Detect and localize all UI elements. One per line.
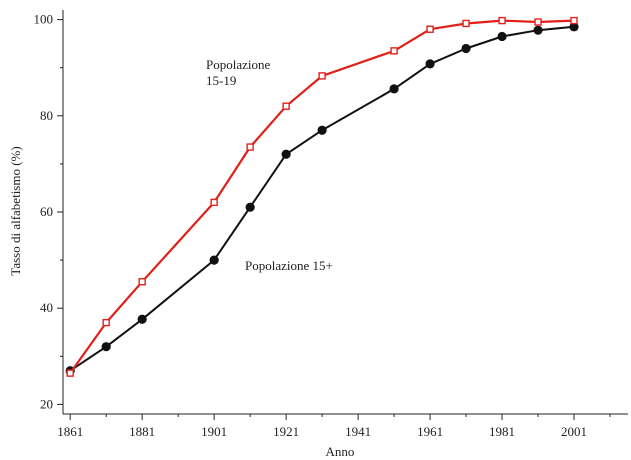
data-point-popolazione-15 xyxy=(101,342,111,352)
data-point-popolazione-15 xyxy=(245,202,255,212)
x-tick-label: 1861 xyxy=(57,424,83,439)
x-tick-label: 1961 xyxy=(417,424,443,439)
series-labels: Popolazione 15-19 Popolazione 15+ xyxy=(206,57,333,273)
series-label-15-19-line2: 15-19 xyxy=(206,73,236,88)
data-point-popolazione-15-19 xyxy=(318,72,326,80)
data-point-popolazione-15-19 xyxy=(534,18,542,26)
series-label-15-19-line1: Popolazione xyxy=(206,57,270,72)
data-point-popolazione-15-19 xyxy=(390,47,398,55)
data-point-popolazione-15-19 xyxy=(462,19,470,28)
y-axis-title: Tasso di alfabetismo (%) xyxy=(8,146,23,275)
y-tick-label: 80 xyxy=(40,108,53,123)
data-point-popolazione-15 xyxy=(137,314,147,324)
y-tick-label: 20 xyxy=(40,396,53,411)
data-point-popolazione-15-19 xyxy=(102,318,110,327)
data-point-popolazione-15 xyxy=(389,84,399,94)
data-point-popolazione-15 xyxy=(317,125,327,135)
data-point-popolazione-15-19 xyxy=(138,278,146,286)
y-tick-label: 100 xyxy=(34,12,54,27)
data-point-popolazione-15 xyxy=(497,31,507,42)
data-point-popolazione-15 xyxy=(533,25,543,35)
x-tick-label: 1981 xyxy=(489,424,515,439)
data-point-popolazione-15-19 xyxy=(426,25,434,33)
data-point-popolazione-15-19 xyxy=(282,102,290,110)
x-axis: 1861 1881 1901 1921 1941 1961 1981 2001 xyxy=(57,413,628,439)
data-point-popolazione-15-19 xyxy=(246,143,254,151)
data-point-popolazione-15-19 xyxy=(210,198,218,207)
x-tick-label: 1901 xyxy=(201,424,227,439)
series-label-15-plus: Popolazione 15+ xyxy=(245,258,333,273)
data-point-popolazione-15 xyxy=(461,43,471,54)
data-point-popolazione-15-19 xyxy=(570,16,578,25)
x-tick-label: 1941 xyxy=(345,424,371,439)
x-axis-title: Anno xyxy=(326,444,355,459)
data-point-popolazione-15 xyxy=(569,22,579,32)
data-point-popolazione-15 xyxy=(209,255,219,265)
y-tick-label: 60 xyxy=(40,204,53,219)
y-axis: 20 40 60 80 100 xyxy=(34,10,64,414)
y-tick-label: 40 xyxy=(40,300,53,315)
data-point-popolazione-15 xyxy=(425,59,435,69)
data-point-popolazione-15-19 xyxy=(66,369,74,377)
data-point-popolazione-15 xyxy=(281,149,291,159)
x-tick-label: 1921 xyxy=(273,424,299,439)
series-layer xyxy=(65,16,579,377)
x-tick-label: 1881 xyxy=(129,424,155,439)
x-tick-label: 2001 xyxy=(561,424,587,439)
data-point-popolazione-15-19 xyxy=(498,16,506,25)
